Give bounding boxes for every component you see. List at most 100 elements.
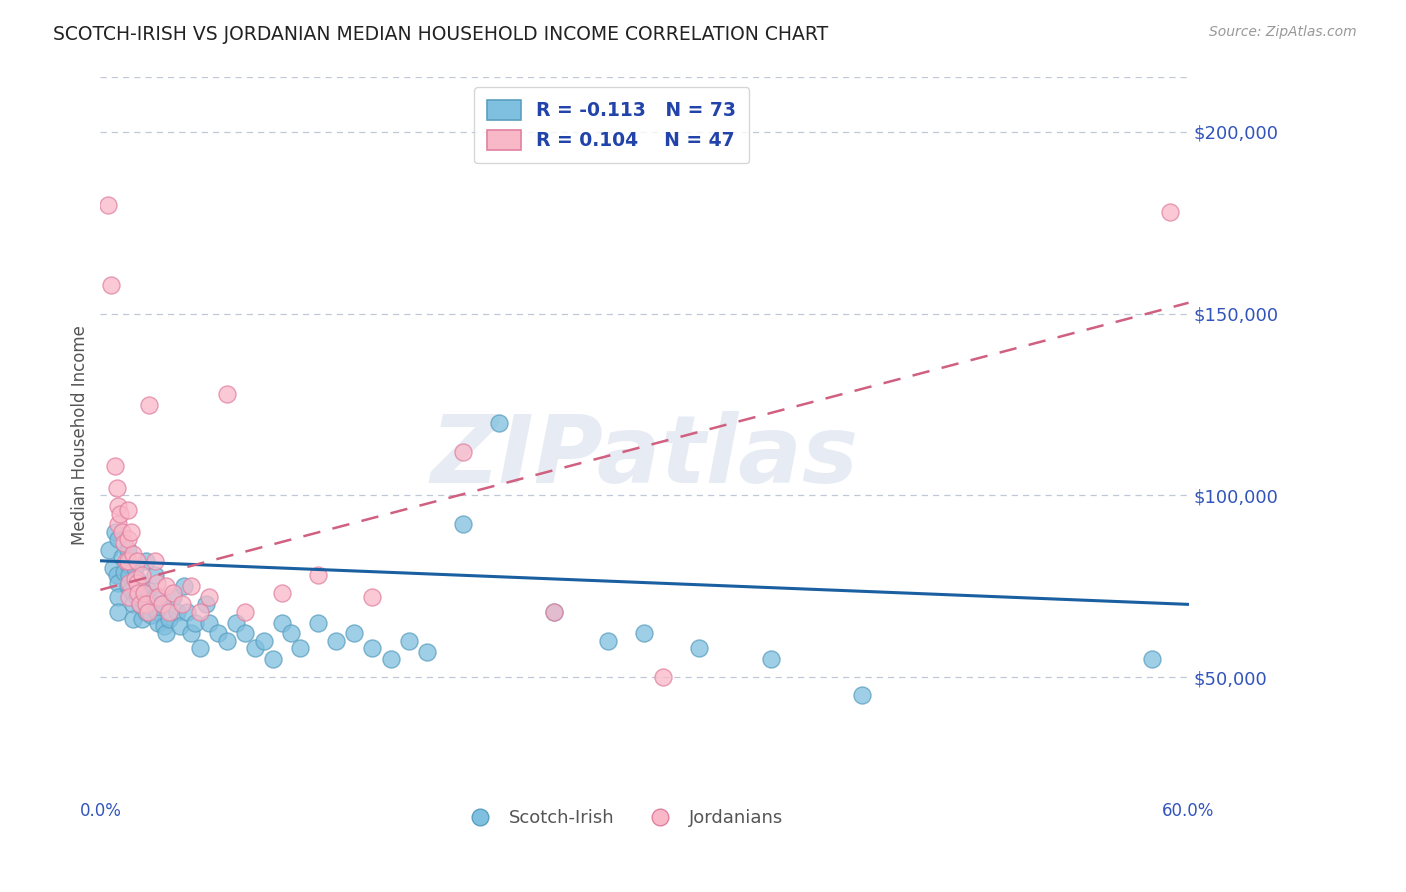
Point [162, 590, 184, 604]
Point [111, 550, 134, 565]
Point [243, 640, 266, 655]
Point [188, 605, 211, 619]
Point [651, 670, 673, 684]
Point [127, 586, 149, 600]
Point [104, 459, 127, 474]
Point [198, 615, 221, 630]
Point [270, 586, 292, 600]
Point [343, 626, 366, 640]
Point [129, 598, 152, 612]
Point [1142, 652, 1164, 666]
Point [166, 605, 188, 619]
Point [1159, 205, 1181, 219]
Point [98, 542, 121, 557]
Point [145, 605, 167, 619]
Point [138, 397, 160, 411]
Point [451, 517, 474, 532]
Point [122, 547, 145, 561]
Point [139, 608, 162, 623]
Point [117, 542, 139, 557]
Point [145, 575, 167, 590]
Point [118, 590, 141, 604]
Point [325, 633, 347, 648]
Point [131, 568, 153, 582]
Point [131, 612, 153, 626]
Point [225, 615, 247, 630]
Point [117, 558, 139, 572]
Point [107, 605, 129, 619]
Point [129, 598, 152, 612]
Point [176, 605, 198, 619]
Point [124, 561, 146, 575]
Point [143, 568, 166, 582]
Point [173, 579, 195, 593]
Point [157, 612, 180, 626]
Point [262, 652, 284, 666]
Point [107, 517, 129, 532]
Point [125, 590, 148, 604]
Point [252, 633, 274, 648]
Point [135, 554, 157, 568]
Point [100, 277, 122, 292]
Point [217, 633, 239, 648]
Point [280, 626, 302, 640]
Point [104, 524, 127, 539]
Point [110, 507, 132, 521]
Point [153, 619, 176, 633]
Legend: Scotch-Irish, Jordanians: Scotch-Irish, Jordanians [456, 802, 790, 834]
Point [307, 615, 329, 630]
Point [688, 640, 710, 655]
Point [105, 568, 128, 582]
Point [198, 590, 221, 604]
Point [180, 626, 202, 640]
Point [169, 619, 191, 633]
Point [380, 652, 402, 666]
Point [117, 579, 139, 593]
Text: SCOTCH-IRISH VS JORDANIAN MEDIAN HOUSEHOLD INCOME CORRELATION CHART: SCOTCH-IRISH VS JORDANIAN MEDIAN HOUSEHO… [53, 25, 828, 44]
Point [488, 416, 510, 430]
Point [122, 598, 145, 612]
Point [112, 565, 135, 579]
Point [132, 586, 155, 600]
Point [398, 633, 420, 648]
Point [157, 605, 180, 619]
Point [543, 605, 565, 619]
Point [107, 590, 129, 604]
Point [135, 598, 157, 612]
Point [117, 554, 139, 568]
Point [162, 586, 184, 600]
Point [235, 626, 257, 640]
Y-axis label: Median Household Income: Median Household Income [72, 326, 89, 545]
Point [143, 590, 166, 604]
Point [122, 612, 145, 626]
Point [633, 626, 655, 640]
Point [150, 598, 173, 612]
Point [183, 615, 205, 630]
Point [150, 598, 173, 612]
Point [125, 572, 148, 586]
Point [111, 524, 134, 539]
Point [101, 561, 124, 575]
Point [288, 640, 311, 655]
Point [543, 605, 565, 619]
Point [120, 582, 142, 597]
Point [117, 532, 139, 546]
Text: ZIPatlas: ZIPatlas [430, 411, 859, 503]
Text: Source: ZipAtlas.com: Source: ZipAtlas.com [1209, 25, 1357, 39]
Point [148, 615, 170, 630]
Point [361, 640, 384, 655]
Point [761, 652, 783, 666]
Point [217, 386, 239, 401]
Point [270, 615, 292, 630]
Point [136, 605, 159, 619]
Point [135, 605, 157, 619]
Point [143, 554, 166, 568]
Point [155, 579, 177, 593]
Point [235, 605, 257, 619]
Point [107, 500, 129, 514]
Point [105, 481, 128, 495]
Point [194, 598, 217, 612]
Point [107, 532, 129, 546]
Point [107, 575, 129, 590]
Point [127, 575, 149, 590]
